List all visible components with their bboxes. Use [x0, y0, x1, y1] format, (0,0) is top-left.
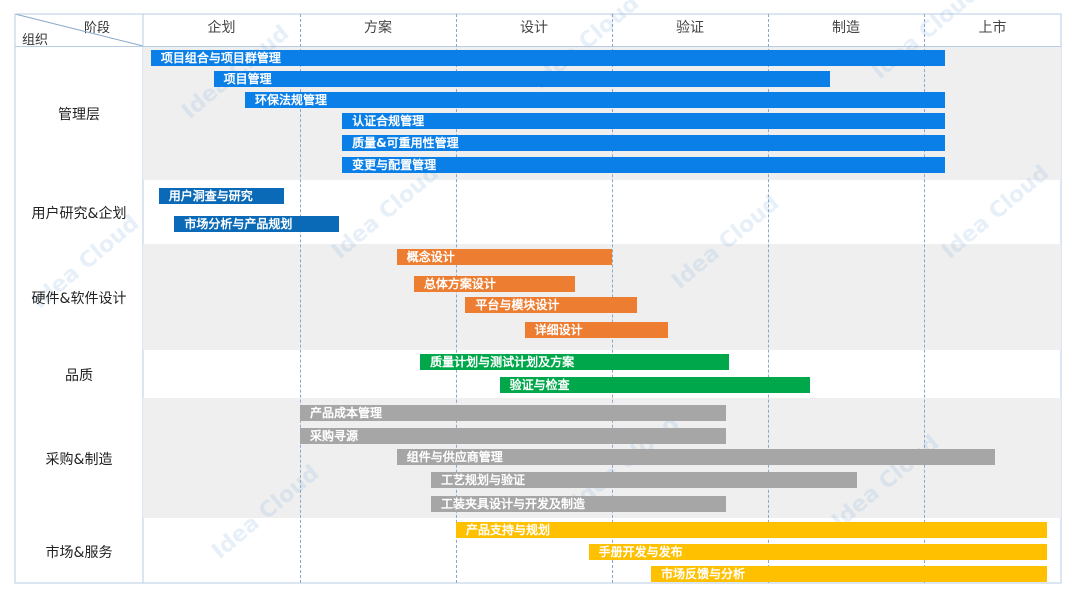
row-label: 管理层	[58, 107, 100, 123]
row-label: 用户研究&企划	[31, 206, 127, 222]
row-label: 品质	[65, 368, 93, 384]
phase-header: 企划	[207, 20, 236, 36]
task-bar: 平台与模块设计	[465, 297, 637, 313]
task-bar: 详细设计	[524, 322, 669, 338]
task-bar: 总体方案设计	[413, 276, 575, 292]
row-label: 硬件&软件设计	[31, 291, 127, 307]
task-bar: 采购寻源	[300, 428, 726, 444]
task-bar: 产品成本管理	[300, 405, 726, 421]
header-separator	[15, 46, 1061, 47]
task-bar: 认证合规管理	[342, 113, 945, 129]
task-bar: 项目管理	[213, 71, 831, 87]
row-label: 采购&制造	[45, 452, 113, 468]
task-bar: 市场反馈与分析	[651, 566, 1048, 582]
task-bar: 质量&可重用性管理	[342, 135, 945, 151]
phase-header: 制造	[832, 20, 860, 36]
phase-header: 方案	[364, 20, 392, 36]
task-bar: 工艺规划与验证	[431, 472, 857, 488]
task-bar: 组件与供应商管理	[396, 449, 996, 465]
task-bar: 验证与检查	[499, 377, 811, 393]
org-axis-label: 组织	[22, 33, 49, 48]
phase-divider	[300, 14, 301, 583]
task-bar: 概念设计	[396, 249, 612, 265]
task-bar: 项目组合与项目群管理	[150, 50, 945, 66]
task-bar: 质量计划与测试计划及方案	[420, 354, 729, 370]
phase-header: 设计	[520, 20, 548, 36]
task-bar: 市场分析与产品规划	[174, 216, 339, 232]
task-bar: 产品支持与规划	[456, 522, 1048, 538]
task-bar: 变更与配置管理	[342, 157, 945, 173]
phase-divider	[456, 14, 457, 583]
task-bar: 用户洞查与研究	[158, 188, 285, 204]
row-label: 市场&服务	[45, 544, 113, 561]
phase-divider	[768, 14, 769, 583]
phase-header: 上市	[978, 20, 1007, 36]
task-bar: 环保法规管理	[245, 92, 945, 108]
phase-header: 验证	[676, 20, 704, 36]
phase-divider	[924, 14, 925, 583]
phase-axis-label: 阶段	[84, 21, 111, 36]
task-bar: 工装夹具设计与开发及制造	[431, 496, 726, 512]
task-bar: 手册开发与发布	[588, 544, 1048, 560]
